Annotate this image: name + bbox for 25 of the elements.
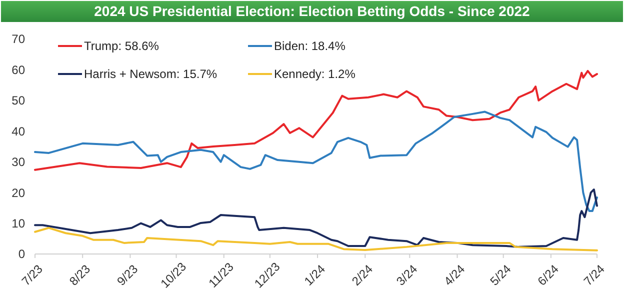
- x-tick-label: 5/24: [487, 262, 514, 288]
- line-series: [34, 110, 598, 212]
- legend-label: Kennedy: 1.2%: [274, 67, 356, 82]
- x-tick-label: 7/24: [580, 262, 608, 288]
- line-series: [34, 226, 598, 252]
- legend-label: Trump: 58.6%: [84, 39, 160, 54]
- y-tick-label: 50: [12, 94, 26, 108]
- y-tick-label: 30: [12, 155, 26, 170]
- y-tick-label: 20: [12, 186, 26, 200]
- legend-label: Harris + Newsom: 15.7%: [84, 67, 218, 82]
- line-series: [34, 188, 598, 248]
- y-tick-label: 10: [12, 216, 26, 230]
- x-tick-label: 8/23: [66, 262, 94, 288]
- y-tick-label: 0: [18, 247, 26, 262]
- x-tick-label: 6/24: [534, 262, 562, 288]
- x-tick-label: 4/24: [441, 262, 468, 288]
- y-tick-label: 60: [12, 62, 26, 77]
- x-tick-label: 3/24: [394, 262, 420, 288]
- legend-label: Biden: 18.4%: [274, 39, 346, 54]
- x-tick-label: 9/23: [114, 262, 141, 288]
- x-tick-label: 7/23: [18, 262, 46, 288]
- line-series: [34, 70, 598, 171]
- chart-title: 2024 US Presidential Election: Election Betting Odds - Since 2022: [94, 3, 530, 19]
- y-tick-label: 70: [12, 32, 26, 46]
- y-tick-label: 40: [12, 124, 26, 138]
